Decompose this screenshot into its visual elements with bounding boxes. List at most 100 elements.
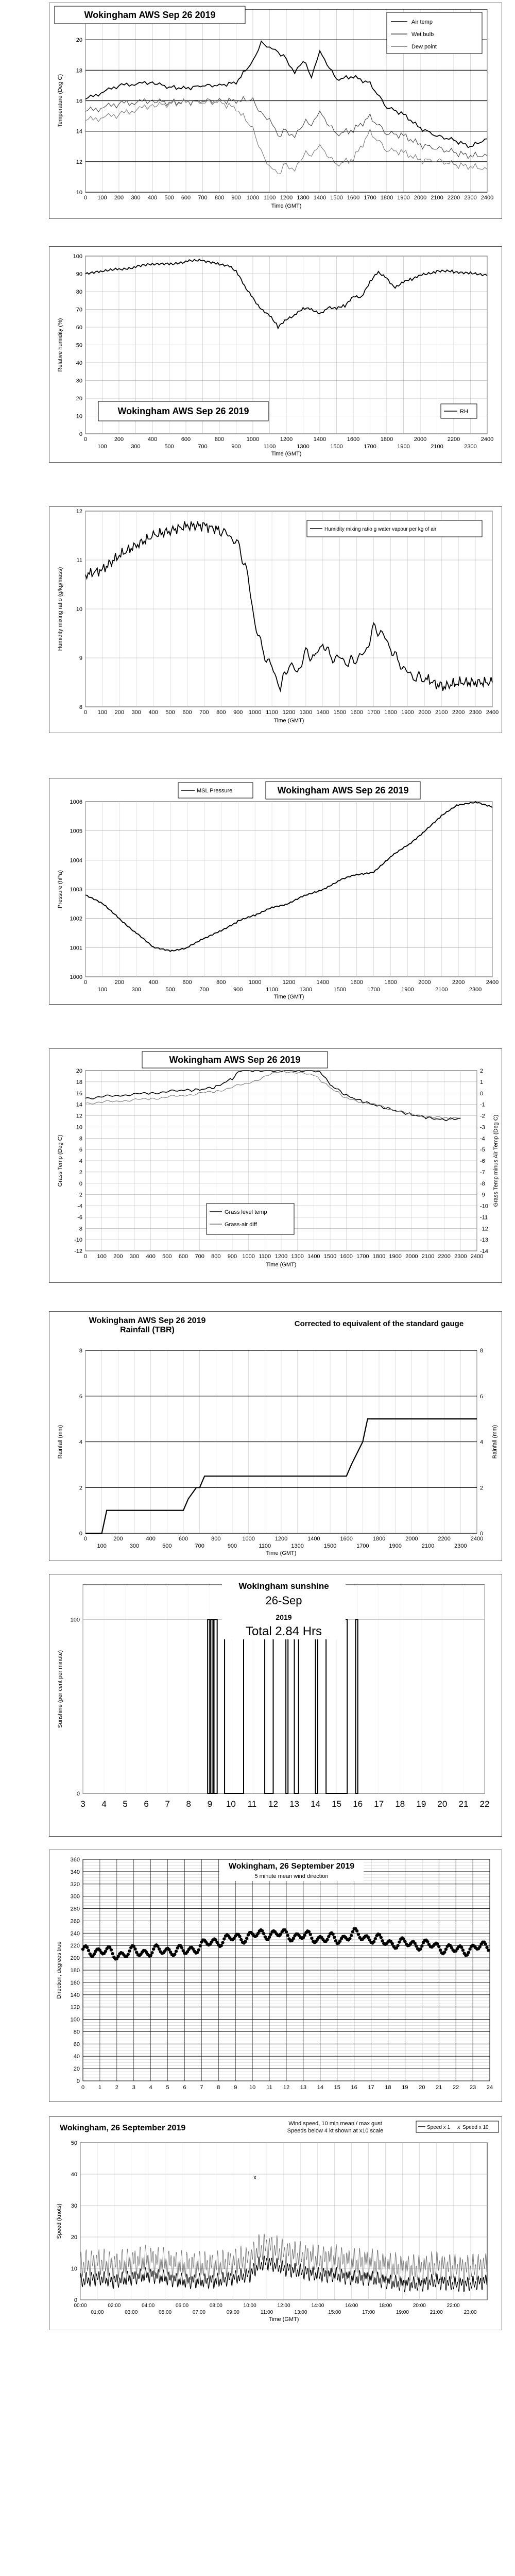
x-tick-label: 100 <box>97 195 107 201</box>
y-right-tick-label: -1 <box>480 1102 485 1108</box>
x-tick-label: 700 <box>199 987 209 993</box>
direction-point <box>135 1951 139 1954</box>
x-tick-label: 17 <box>374 1799 384 1809</box>
y-tick-label: 140 <box>71 1992 80 1998</box>
x-tick-label: 1300 <box>291 1543 303 1549</box>
y-tick-label: -2 <box>77 1192 82 1198</box>
y-tick-label: 320 <box>71 1882 80 1888</box>
x-tick-label: 2200 <box>448 436 460 443</box>
direction-point <box>132 1944 135 1948</box>
x-tick-label: 1600 <box>340 1536 352 1542</box>
y-tick-label: 260 <box>71 1918 80 1924</box>
x-axis-label: Time (GMT) <box>271 203 302 209</box>
x-tick-label: 2400 <box>481 436 493 443</box>
y-axis-label: Humidity mixing ratio (g/kg/mass) <box>57 567 63 651</box>
x-tick-label: 700 <box>195 1253 204 1260</box>
x-tick-label: 1100 <box>266 987 278 993</box>
x-tick-label: 2000 <box>405 1536 418 1542</box>
y-tick-label: 60 <box>74 2041 80 2047</box>
x-tick-label: 300 <box>130 1543 139 1549</box>
direction-point <box>398 1940 401 1944</box>
chart-note: Speeds below 4 kt shown at x10 scale <box>287 2128 384 2134</box>
x-tick-label: 20:00 <box>413 2303 426 2309</box>
legend-label: MSL Pressure <box>197 788 232 794</box>
direction-point <box>355 1929 359 1933</box>
direction-point <box>403 1940 407 1943</box>
x-tick-label: 400 <box>148 195 157 201</box>
legend-swatch: x <box>457 2124 460 2130</box>
y-tick-label: 30 <box>76 378 82 384</box>
x-tick-label: 23:00 <box>464 2310 477 2315</box>
y-tick-label: 1004 <box>70 857 82 863</box>
y-tick-label: 1000 <box>70 974 82 980</box>
x-tick-label: 1500 <box>324 1253 336 1260</box>
x-tick-label: 15:00 <box>328 2310 341 2315</box>
y-tick-label: 20 <box>76 37 82 43</box>
x-tick-label: 900 <box>233 709 243 716</box>
x-tick-label: 02:00 <box>108 2303 121 2309</box>
x-tick-label: 0 <box>84 195 87 201</box>
x-tick-label: 700 <box>198 444 207 450</box>
x-tick-label: 600 <box>181 195 191 201</box>
x-tick-label: 18:00 <box>379 2303 392 2309</box>
direction-point <box>372 1940 376 1943</box>
x-tick-label: 0 <box>84 436 87 443</box>
x-tick-label: 900 <box>231 444 241 450</box>
x-tick-label: 600 <box>179 1253 188 1260</box>
x-tick-label: 8 <box>186 1799 191 1809</box>
x-tick-label: 1400 <box>307 1536 320 1542</box>
x-tick-label: 700 <box>195 1543 204 1549</box>
y-tick-label: 360 <box>71 1857 80 1863</box>
x-tick-label: 800 <box>216 979 226 986</box>
x-tick-label: 1900 <box>401 709 414 716</box>
x-tick-label: 1900 <box>389 1543 401 1549</box>
x-tick-label: 1300 <box>291 1253 303 1260</box>
x-tick-label: 1700 <box>356 1253 369 1260</box>
y-tick-label: 10 <box>76 190 82 196</box>
x-tick-label: 2400 <box>486 979 499 986</box>
direction-point <box>426 1940 430 1944</box>
x-tick-label: 1800 <box>381 436 393 443</box>
x-tick-label: 2000 <box>418 979 431 986</box>
x-tick-label: 1300 <box>300 709 312 716</box>
direction-point <box>310 1936 314 1940</box>
x-tick-label: 1700 <box>356 1543 369 1549</box>
x-tick-label: 04:00 <box>142 2303 154 2309</box>
direction-point <box>349 1934 353 1938</box>
x-tick-label: 10 <box>226 1799 236 1809</box>
direction-point <box>245 1937 249 1940</box>
y-tick-label: 20 <box>71 2234 77 2241</box>
x-tick-label: 13:00 <box>294 2310 307 2315</box>
x-tick-label: 900 <box>233 987 243 993</box>
y-axis-label: Grass Temp (Deg C) <box>57 1135 63 1187</box>
x-tick-label: 12:00 <box>277 2303 290 2309</box>
x-tick-label: 14:00 <box>311 2303 324 2309</box>
x-tick-label: 6 <box>144 1799 148 1809</box>
y-right-tick-label: -5 <box>480 1147 485 1153</box>
x-tick-label: 1300 <box>300 987 312 993</box>
y-right-tick-label: -2 <box>480 1113 485 1120</box>
direction-point <box>133 1947 137 1951</box>
x-tick-label: 1700 <box>364 444 376 450</box>
direction-point <box>467 1951 471 1954</box>
x-tick-label: 07:00 <box>193 2310 205 2315</box>
x-tick-label: 2000 <box>405 1253 418 1260</box>
y-tick-label: 1005 <box>70 828 82 835</box>
chart-subtitle: 5 minute mean wind direction <box>254 1873 328 1879</box>
temperature-chart: 1012141618202201002003004005006007008009… <box>49 3 502 219</box>
x-tick-label: 16 <box>353 1799 363 1809</box>
x-tick-label: 12 <box>268 1799 278 1809</box>
x-tick-label: 4 <box>149 2084 152 2091</box>
x-axis-label: Time (GMT) <box>274 718 304 724</box>
y-tick-label: 8 <box>79 1348 82 1354</box>
grass-temp-chart: -12 -10 -8 -6 -4 -2 0 2 4 6 8 10 12 14 16 18 20 -14 -13 -12… <box>49 1048 502 1283</box>
y-tick-label: 50 <box>76 343 82 349</box>
x-tick-label: 1800 <box>384 709 397 716</box>
x-tick-label: 03:00 <box>125 2310 138 2315</box>
direction-point <box>459 1945 464 1949</box>
x-tick-label: 20 <box>437 1799 447 1809</box>
x-tick-label: 300 <box>130 1253 139 1260</box>
y-tick-label: 1003 <box>70 887 82 893</box>
y-tick-label: -10 <box>74 1237 82 1243</box>
y-right-tick-label: -14 <box>480 1248 488 1255</box>
